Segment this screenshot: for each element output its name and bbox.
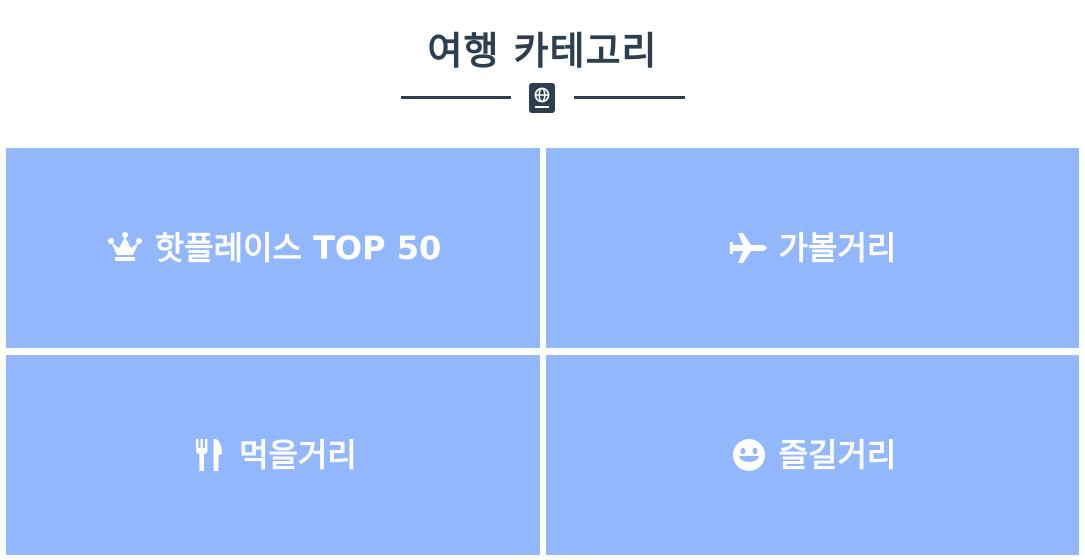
plane-icon <box>729 233 767 263</box>
category-label: 가볼거리 <box>778 229 897 267</box>
category-label: 핫플레이스 TOP 50 <box>154 229 442 267</box>
category-label: 즐길거리 <box>778 436 897 474</box>
category-label: 먹을거리 <box>239 436 357 474</box>
page-title: 여행 카테고리 <box>427 29 658 73</box>
title-divider-left <box>401 96 511 99</box>
category-tile-food[interactable]: 먹을거리 <box>6 355 540 555</box>
title-divider-right <box>574 96 685 99</box>
crown-icon <box>107 232 142 261</box>
category-tile-sightseeing[interactable]: 가볼거리 <box>546 148 1079 348</box>
smile-icon <box>732 439 765 471</box>
passport-icon <box>529 83 555 113</box>
section-header: 여행 카테고리 <box>0 0 1085 140</box>
category-tile-activities[interactable]: 즐길거리 <box>546 355 1079 555</box>
category-tile-hotplace[interactable]: 핫플레이스 TOP 50 <box>6 148 540 348</box>
utensils-icon <box>196 439 223 471</box>
